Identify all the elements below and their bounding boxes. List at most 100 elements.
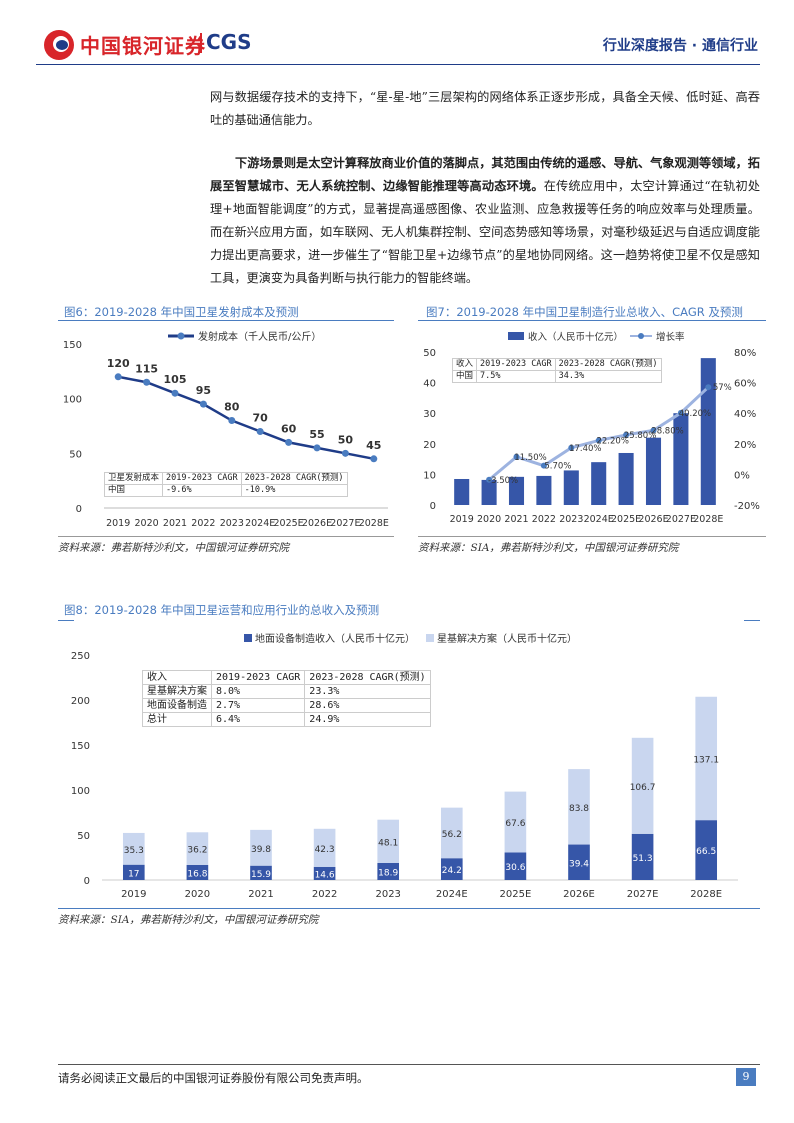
fig7-table-row: 收入 2019-2023 CAGR 2023-2028 CAGR(预测) (451, 358, 662, 371)
fig8-table-cell: 总计 (142, 712, 212, 727)
fig7-growth-label: -3.50% (488, 476, 518, 486)
fig7-x-tick: 2021 (504, 514, 528, 525)
fig8-y-tick: 150 (71, 741, 90, 752)
fig6-data-point (313, 444, 321, 452)
fig8-x-tick: 2025E (500, 889, 532, 900)
fig8-label-solution: 56.2 (442, 830, 462, 840)
fig8-label-solution: 83.8 (569, 804, 589, 814)
fig8-title-rule-right (744, 620, 760, 621)
fig6-data-label: 115 (135, 362, 158, 375)
fig7-y2-tick: 40% (734, 409, 756, 420)
fig8-x-tick: 2022 (312, 889, 337, 900)
fig7-y-tick: 10 (423, 470, 436, 481)
fig7-x-tick: 2024E (584, 514, 614, 525)
fig7-x-tick: 2028E (693, 514, 723, 525)
fig6-legend-marker (177, 332, 185, 340)
fig7-x-tick: 2027E (666, 514, 696, 525)
fig7-table-cell: 7.5% (476, 370, 556, 383)
fig8-label-ground: 14.6 (315, 870, 335, 880)
header-divider (36, 64, 760, 65)
fig6-x-tick: 2028E (359, 518, 389, 529)
fig8-label-solution: 36.2 (187, 846, 207, 856)
fig7-bar (508, 476, 525, 505)
fig7-growth-label: 28.80% (651, 426, 683, 436)
paragraph-2: 下游场景则是太空计算释放商业价值的落脚点，其范围由传统的遥感、导航、气象观测等领… (210, 152, 760, 290)
fig7-source: 资料来源：SIA，弗若斯特沙利文，中国银河证券研究院 (418, 542, 679, 554)
fig8-y-tick: 200 (71, 696, 90, 707)
fig6-x-tick: 2022 (191, 518, 215, 529)
fig8-cagr-table: 收入 2019-2023 CAGR 2023-2028 CAGR(预测) 星基解决方案… (142, 670, 431, 727)
fig7-table-cell: 收入 (451, 358, 478, 371)
fig7-bar (700, 358, 716, 505)
fig6-x-tick: 2024E (245, 518, 275, 529)
fig8-svg: 0 50 100 150 200 250 2019 2020 2021 2022 2023 2024E… (71, 632, 738, 900)
fig8-x-tick: 2020 (185, 889, 210, 900)
fig6-x-tick: 2023 (220, 518, 244, 529)
fig7-growth-label: 17.40% (569, 444, 601, 454)
fig8-label-solution: 39.8 (251, 845, 271, 855)
fig8-title: 图8：2019-2028 年中国卫星运营和应用行业的总收入及预测 (64, 603, 380, 617)
fig7-legend-line-marker (638, 333, 644, 339)
fig6-y-tick: 50 (69, 449, 82, 460)
fig8-label-ground: 18.9 (378, 868, 398, 878)
fig7-title: 图7：2019-2028 年中国卫星制造行业总收入、CAGR 及预测 (426, 305, 743, 319)
fig6-table-cell: 中国 (103, 484, 164, 497)
fig7-x-tick: 2023 (559, 514, 583, 525)
fig8-bar-solution (122, 832, 145, 865)
fig6-data-point (256, 427, 264, 435)
fig6-data-point (143, 378, 151, 386)
fig6-x-tick: 2026E (302, 518, 332, 529)
fig8-table-row: 总计 6.4% 24.9% (142, 712, 431, 727)
fig8-bar-solution (568, 769, 590, 845)
fig8-bar-solution (440, 807, 463, 859)
fig8-bar-solution (504, 791, 527, 853)
fig8-bar-ground (250, 865, 272, 880)
fig6-x-tick: 2025E (274, 518, 304, 529)
fig8-bar-ground (313, 866, 336, 880)
fig8-title-rule-left (58, 620, 74, 621)
fig6-data-label: 95 (196, 384, 211, 397)
fig7-table-cell: 2023-2028 CAGR(预测) (554, 358, 662, 371)
cgs-logo-icon (44, 30, 74, 60)
fig8-bar-solution (631, 737, 654, 834)
fig6-data-label: 80 (224, 401, 240, 414)
fig7-y2-tick: 20% (734, 440, 756, 451)
fig8-table-cell: 地面设备制造 (142, 698, 212, 713)
fig7-table-cell: 中国 (451, 370, 478, 383)
fig8-bar-solution (186, 832, 209, 865)
report-type: 行业深度报告 · 通信行业 (602, 38, 758, 54)
fig8-legend-ground-label: 地面设备制造收入（人民币十亿元） (255, 632, 415, 645)
fig7-growth-point (540, 462, 547, 469)
fig8-y-tick: 250 (71, 651, 90, 662)
fig7-growth-label: 57% (713, 383, 732, 393)
fig6-data-point (114, 373, 122, 381)
fig6-title: 图6：2019-2028 年中国卫星发射成本及预测 (64, 305, 299, 319)
fig8-label-ground: 24.2 (442, 866, 462, 876)
fig8-table-row: 星基解决方案 8.0% 23.3% (142, 684, 431, 699)
fig6-data-label: 55 (309, 428, 324, 441)
fig8-table-cell: 28.6% (304, 698, 431, 713)
fig7-y-tick: 50 (423, 348, 436, 359)
fig6-chart: 0 50 100 150 2019 2020 2021 2022 2023 2024E 2025E 2… (58, 322, 394, 534)
fig7-x-tick: 2019 (450, 514, 474, 525)
fig6-source: 资料来源：弗若斯特沙利文，中国银河证券研究院 (58, 542, 289, 554)
fig8-legend-ground-swatch (244, 634, 252, 642)
page-number: 9 (736, 1068, 756, 1086)
fig7-legend-bar-swatch (508, 332, 524, 340)
fig7-bar (563, 470, 579, 505)
fig7-x-tick: 2026E (638, 514, 668, 525)
fig7-y2-tick: -20% (734, 501, 760, 512)
fig8-x-tick: 2027E (627, 889, 659, 900)
fig6-legend-label: 发射成本（千人民币/公斤） (198, 330, 321, 343)
fig8-label-ground: 51.3 (633, 854, 653, 864)
fig6-data-point (171, 389, 179, 397)
fig7-growth-label: 11.50% (514, 453, 546, 463)
paragraph-2-rest: 在传统应用中，太空计算通过“在轨初处理+地面智能调度”的方式，显著提高遥感图像、… (210, 179, 761, 285)
fig7-table-cell: 34.3% (554, 370, 662, 383)
fig7-table-row: 中国 7.5% 34.3% (451, 370, 662, 383)
fig6-series-line (117, 375, 375, 461)
fig7-chart: 0 10 20 30 40 50 -20% 0% 20% 40% 60% 80% 2019 2020 202… (418, 322, 766, 534)
fig8-bar-solution (250, 829, 272, 866)
